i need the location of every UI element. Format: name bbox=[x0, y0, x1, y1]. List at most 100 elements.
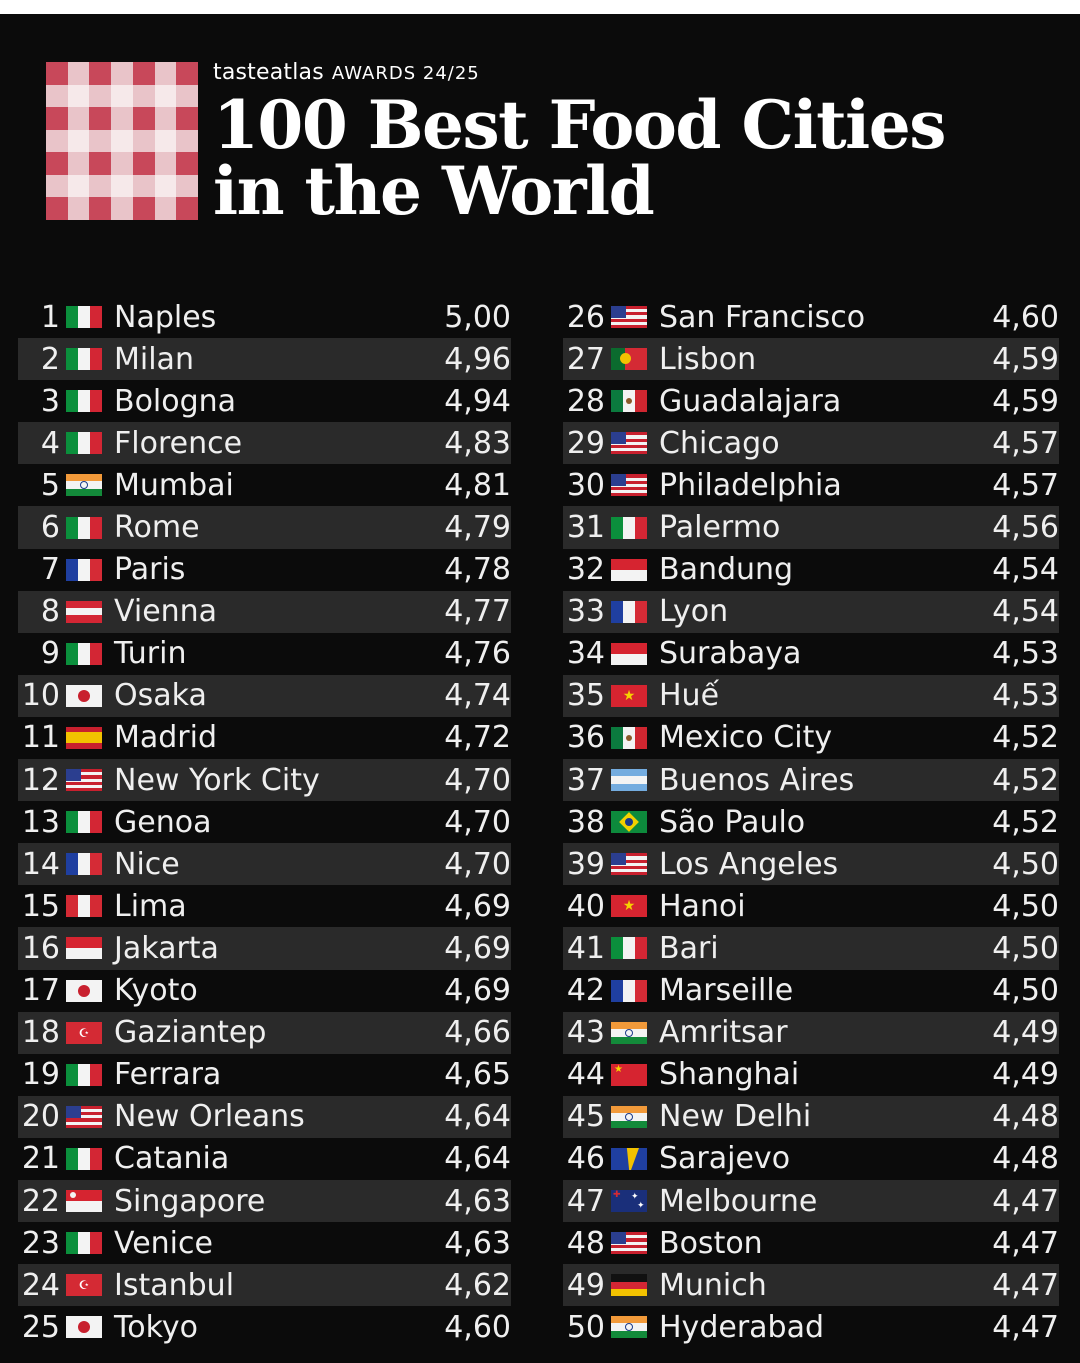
france-flag-icon bbox=[66, 558, 102, 581]
rank-number: 15 bbox=[21, 888, 60, 924]
portugal-flag-icon bbox=[611, 348, 647, 371]
logo-tile bbox=[132, 62, 155, 85]
city-score: 4,52 bbox=[992, 804, 1059, 840]
flag-part bbox=[66, 937, 102, 949]
city-score: 4,94 bbox=[444, 383, 511, 419]
city-score: 5,00 bbox=[444, 299, 511, 335]
city-score: 4,53 bbox=[992, 636, 1059, 672]
flag-part bbox=[66, 558, 78, 581]
ranking-row: 28 Guadalajara 4,59 bbox=[563, 380, 1059, 422]
flag-part bbox=[623, 390, 635, 413]
logo-tile bbox=[176, 197, 198, 220]
flag-part bbox=[611, 474, 626, 487]
city-name: Chicago bbox=[659, 425, 780, 461]
flag-part bbox=[611, 558, 647, 570]
flag-part bbox=[611, 486, 647, 491]
rank-number: 29 bbox=[566, 425, 605, 461]
flag-part bbox=[611, 1250, 647, 1255]
flag-part bbox=[80, 481, 88, 490]
city-score: 4,47 bbox=[992, 1183, 1059, 1219]
brand-awards: AWARDS 24/25 bbox=[331, 63, 480, 84]
flag-part bbox=[66, 769, 81, 782]
ranking-row: 24 ☪ Istanbul 4,62 bbox=[18, 1264, 511, 1307]
ranking-row: 43 Amritsar 4,49 bbox=[563, 1011, 1059, 1054]
city-name: Lisbon bbox=[659, 341, 757, 377]
rank-number: 10 bbox=[21, 678, 60, 714]
flag-part bbox=[611, 432, 647, 455]
japan-flag-icon bbox=[66, 979, 102, 1002]
flag-part bbox=[611, 872, 647, 876]
ranking-row: 37 Buenos Aires 4,52 bbox=[563, 759, 1059, 802]
italy-flag-icon bbox=[66, 1063, 102, 1086]
flag-part bbox=[611, 1247, 647, 1251]
flag-part bbox=[611, 516, 623, 539]
ranking-row: 30 Philadelphia 4,57 bbox=[563, 464, 1059, 506]
city-score: 4,54 bbox=[992, 594, 1059, 630]
flag-part bbox=[611, 853, 647, 876]
flag-part bbox=[623, 726, 635, 749]
flag-part bbox=[611, 1238, 647, 1242]
city-score: 4,60 bbox=[444, 1309, 511, 1345]
flag-part bbox=[611, 448, 647, 452]
flag-part bbox=[635, 937, 647, 960]
logo-tile bbox=[176, 84, 198, 108]
flag-part bbox=[611, 432, 647, 436]
city-name: Turin bbox=[114, 636, 187, 672]
city-name: Surabaya bbox=[659, 636, 802, 672]
city-score: 4,83 bbox=[444, 425, 511, 461]
flag-part bbox=[90, 642, 102, 665]
logo-tile bbox=[89, 107, 112, 130]
italy-flag-icon bbox=[66, 811, 102, 834]
flag-part bbox=[611, 309, 647, 313]
flag-part bbox=[611, 480, 647, 484]
flag-part bbox=[611, 321, 647, 325]
china-flag-icon: ★ bbox=[611, 1063, 647, 1086]
ranking-row: 35 ★ Huế 4,53 bbox=[563, 674, 1059, 717]
rank-number: 3 bbox=[40, 383, 60, 419]
flag-part bbox=[611, 1232, 647, 1255]
city-score: 4,78 bbox=[444, 552, 511, 588]
flag-part bbox=[66, 726, 102, 733]
flag-part bbox=[611, 306, 647, 329]
rank-number: 30 bbox=[566, 467, 605, 503]
flag-part bbox=[90, 895, 102, 918]
logo-tile bbox=[111, 107, 133, 130]
flag-part bbox=[66, 1105, 102, 1109]
flag-part: ★ bbox=[611, 895, 647, 918]
logo-tile bbox=[132, 107, 155, 130]
flag-part bbox=[611, 979, 623, 1002]
ranking-row: 3 Bologna 4,94 bbox=[18, 380, 511, 422]
flag-part bbox=[611, 856, 647, 860]
italy-flag-icon bbox=[66, 348, 102, 371]
flag-part bbox=[66, 489, 102, 497]
city-name: Genoa bbox=[114, 804, 212, 840]
indonesia-flag-icon bbox=[611, 558, 647, 581]
flag-part bbox=[66, 787, 102, 792]
rank-number: 16 bbox=[21, 930, 60, 966]
japan-flag-icon bbox=[66, 684, 102, 707]
city-name: Buenos Aires bbox=[659, 762, 855, 798]
flag-part bbox=[66, 642, 78, 665]
city-name: Bologna bbox=[114, 383, 237, 419]
city-name: Hanoi bbox=[659, 888, 746, 924]
turkey-flag-icon: ☪ bbox=[66, 1274, 102, 1297]
flag-part bbox=[66, 979, 102, 1002]
flag-part bbox=[78, 689, 90, 702]
usa-flag-icon bbox=[611, 432, 647, 455]
flag-part bbox=[611, 474, 647, 497]
france-flag-icon bbox=[66, 853, 102, 876]
flag-part bbox=[90, 306, 102, 329]
city-name: Florence bbox=[114, 425, 243, 461]
ranking-row: 45 New Delhi 4,48 bbox=[563, 1095, 1059, 1138]
city-score: 4,48 bbox=[992, 1099, 1059, 1135]
italy-flag-icon bbox=[611, 937, 647, 960]
logo-tile bbox=[89, 152, 112, 175]
flag-part bbox=[78, 1321, 90, 1334]
ranking-row: 27 Lisbon 4,59 bbox=[563, 338, 1059, 381]
city-name: Amritsar bbox=[659, 1015, 788, 1051]
rank-number: 18 bbox=[21, 1015, 60, 1051]
logo-tile bbox=[111, 174, 133, 198]
city-name: Lima bbox=[114, 888, 187, 924]
flag-part: ☪ bbox=[66, 1274, 102, 1297]
ranking-row: 13 Genoa 4,70 bbox=[18, 801, 511, 843]
